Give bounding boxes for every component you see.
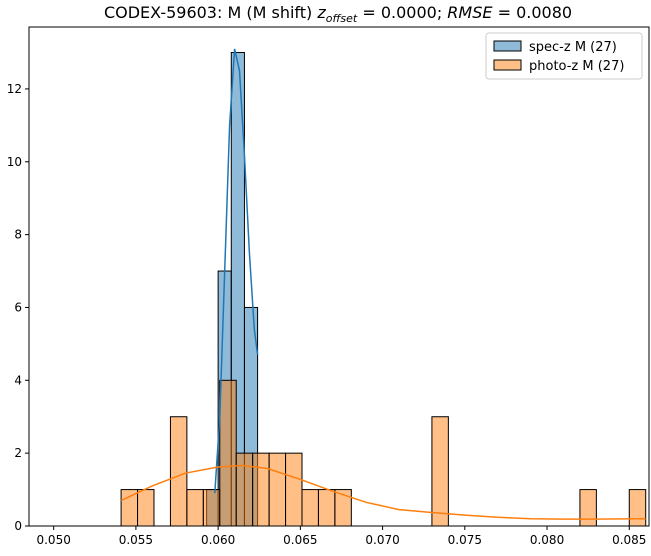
histogram-bar-series-2-11 bbox=[301, 489, 319, 527]
y-tick-label-2: 2 bbox=[14, 446, 22, 460]
y-tick-label-6: 10 bbox=[7, 155, 22, 169]
kde-curve-series-1 bbox=[214, 48, 259, 494]
chart-title-z-symbol: z bbox=[316, 3, 326, 22]
x-tick-label-5: 0.070 bbox=[365, 533, 399, 547]
plot-frame bbox=[28, 26, 650, 527]
x-tick-label-3: 0.060 bbox=[201, 533, 235, 547]
x-tick-label-4: 0.065 bbox=[283, 533, 317, 547]
chart-title-prefix: CODEX-59603: M (M shift) bbox=[104, 3, 317, 22]
legend-box bbox=[485, 32, 643, 80]
x-tick-label-8: 0.085 bbox=[612, 533, 646, 547]
plot-area: 0.050 0.055 0.060 0.065 0.070 0.075 0.080 0.085… bbox=[7, 26, 650, 547]
chart-title-z-equals: = 0.0000; bbox=[357, 3, 447, 22]
chart-title-rmse-equals: = 0.0080 bbox=[492, 3, 572, 22]
legend-label-2: photo-z M (27) bbox=[529, 59, 624, 74]
y-tick-label-4: 6 bbox=[14, 300, 22, 314]
x-tick-label-1: 0.050 bbox=[36, 533, 70, 547]
histogram-bar-series-2-6 bbox=[219, 379, 237, 527]
histogram-bar-series-2-9 bbox=[268, 452, 287, 527]
histogram-bar-series-2-14 bbox=[431, 416, 449, 527]
chart-title-z-subscript: offset bbox=[326, 12, 358, 25]
histogram-bar-series-2-15 bbox=[579, 489, 597, 527]
legend-swatch-1 bbox=[493, 40, 522, 52]
legend-label-1: spec-z M (27) bbox=[529, 40, 617, 55]
kde-curve-series-2 bbox=[120, 464, 646, 520]
histogram-bar-series-2-16 bbox=[628, 489, 647, 527]
x-tick-label-6: 0.075 bbox=[448, 533, 482, 547]
y-tick-label-5: 8 bbox=[14, 228, 22, 242]
x-tick-label-2: 0.055 bbox=[119, 533, 153, 547]
y-tick-label-7: 12 bbox=[7, 82, 22, 96]
histogram-bar-series-2-7 bbox=[235, 452, 254, 527]
y-tick-label-3: 4 bbox=[14, 373, 22, 387]
legend-swatch-2 bbox=[493, 59, 522, 71]
histogram-bar-series-2-5 bbox=[202, 489, 221, 527]
histogram-bar-series-2-2 bbox=[137, 489, 155, 527]
histogram-bar-series-2-10 bbox=[285, 452, 303, 527]
histogram-bar-series-2-1 bbox=[120, 489, 139, 527]
chart-title: CODEX-59603: M (M shift) zoffset = 0.000… bbox=[104, 3, 572, 25]
y-tick-label-1: 0 bbox=[14, 519, 22, 533]
x-tick-label-7: 0.080 bbox=[530, 533, 564, 547]
histogram-bar-series-2-12 bbox=[317, 489, 336, 527]
histogram-bar-series-2-3 bbox=[169, 416, 188, 527]
histogram-bar-series-2-4 bbox=[186, 489, 204, 527]
chart-title-rmse-symbol: RMSE bbox=[447, 3, 493, 22]
histogram-bar-series-2-8 bbox=[252, 452, 270, 527]
